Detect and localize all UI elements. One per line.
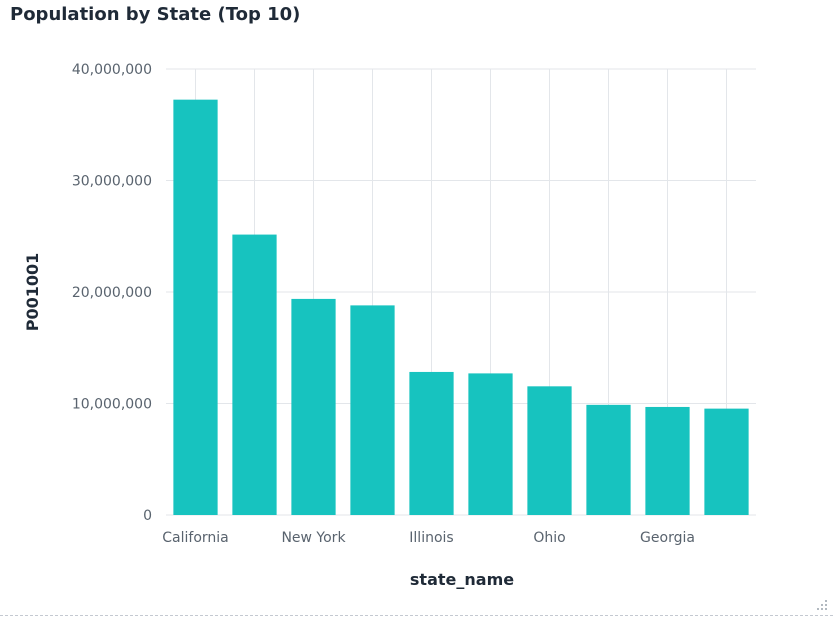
y-tick-label: 20,000,000 [72, 285, 152, 301]
x-tick-label: Georgia [640, 530, 695, 546]
x-tick-label: California [162, 530, 228, 546]
bar-ohio[interactable] [527, 386, 572, 515]
bar-michigan[interactable] [586, 404, 631, 515]
bar-illinois[interactable] [409, 371, 454, 515]
y-tick-label: 30,000,000 [72, 174, 152, 190]
bar-georgia[interactable] [645, 406, 690, 515]
chart-title: Population by State (Top 10) [10, 4, 301, 25]
y-tick-label: 0 [143, 508, 152, 524]
panel-bottom-border [0, 615, 833, 616]
bar-texas[interactable] [232, 234, 277, 515]
x-tick-label: New York [281, 530, 346, 546]
bar-california[interactable] [173, 99, 218, 515]
y-tick-label: 40,000,000 [72, 62, 152, 78]
bars [173, 99, 749, 515]
bar-north-carolina[interactable] [704, 408, 749, 515]
bar-pennsylvania[interactable] [468, 373, 513, 515]
x-axis-label: state_name [410, 570, 514, 589]
x-tick-label: Ohio [533, 530, 565, 546]
x-axis-ticks: California New York Illinois Ohio Georgia [162, 530, 695, 546]
bar-new-york[interactable] [291, 298, 336, 515]
bar-florida[interactable] [350, 305, 395, 515]
x-tick-label: Illinois [409, 530, 453, 546]
resize-handle-icon[interactable] [817, 600, 827, 610]
y-tick-label: 10,000,000 [72, 397, 152, 413]
y-axis-ticks: 0 10,000,000 20,000,000 30,000,000 40,000,00… [72, 62, 152, 524]
y-axis-label: P001001 [23, 253, 42, 332]
